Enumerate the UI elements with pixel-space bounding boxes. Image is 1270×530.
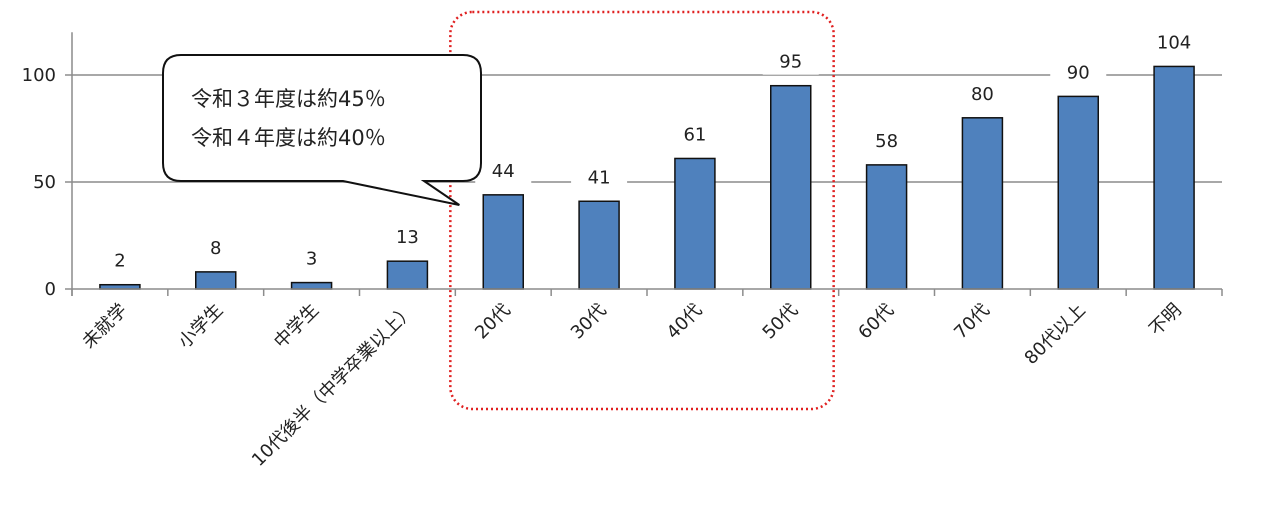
x-tick-label: 20代 [471, 300, 515, 344]
data-label: 2 [114, 251, 125, 272]
data-label: 44 [492, 161, 515, 182]
x-tick-label: 不明 [1145, 300, 1185, 340]
x-tick-label: 小学生 [174, 300, 227, 353]
x-tick-label: 60代 [854, 300, 898, 344]
bar-中学生 [290, 281, 333, 290]
data-label-bg [954, 82, 1011, 107]
callout: 令和３年度は約45％ 令和４年度は約40％ [162, 54, 482, 206]
callout-bubble [162, 54, 482, 206]
callout-text-line: 令和３年度は約45％ [191, 87, 386, 111]
data-label-bg [666, 123, 723, 148]
data-label-bg [187, 236, 244, 261]
data-label-bg [475, 159, 532, 184]
data-label: 90 [1067, 62, 1090, 83]
data-label: 8 [210, 238, 221, 259]
bar-50代 [770, 84, 812, 290]
data-label-bg [571, 166, 628, 191]
bar-20代 [482, 194, 524, 290]
x-tick-label: 50代 [759, 300, 803, 344]
data-label-bg [283, 247, 340, 272]
x-tick-label: 10代後半（中学卒業以上） [248, 300, 419, 471]
y-tick-label: 50 [33, 172, 56, 193]
x-tick-label: 30代 [567, 300, 611, 344]
callout-text-line: 令和４年度は約40％ [191, 126, 386, 150]
data-label-bg [1146, 31, 1203, 56]
bar-40代 [674, 157, 716, 290]
y-tick-label: 100 [22, 65, 56, 86]
data-label-bg [858, 129, 915, 154]
bar-70代 [961, 117, 1004, 290]
data-label: 41 [588, 167, 611, 188]
data-label: 13 [396, 227, 419, 248]
data-label-bg [379, 226, 436, 251]
bar-10代後半（中学卒業以上） [386, 260, 429, 290]
data-label: 61 [683, 124, 706, 145]
bar-60代 [865, 164, 908, 290]
data-label: 58 [875, 131, 898, 152]
bar-小学生 [195, 271, 237, 290]
x-tick-label: 中学生 [270, 300, 323, 353]
data-label: 80 [971, 84, 994, 105]
data-label-bg [762, 50, 819, 75]
bar-不明 [1153, 65, 1195, 290]
data-label: 104 [1157, 32, 1191, 53]
data-label-bg [1050, 61, 1107, 86]
bar-80代以上 [1057, 95, 1099, 290]
data-label: 95 [779, 52, 802, 73]
data-label: 3 [306, 249, 317, 270]
highlight-box-rect [449, 10, 835, 411]
bars [99, 65, 1195, 290]
x-tick-label: 70代 [950, 300, 994, 344]
highlight-box [449, 10, 835, 411]
x-tick-label: 80代以上 [1021, 300, 1090, 369]
y-tick-label: 0 [45, 279, 56, 300]
data-label-bg [91, 249, 148, 274]
data-labels: 2 8 3 13 44 41 61 95 58 80 90 104 [91, 31, 1203, 274]
x-tick-label: 未就学 [78, 300, 131, 353]
x-tick-label: 40代 [663, 300, 707, 344]
bar-30代 [578, 200, 620, 290]
